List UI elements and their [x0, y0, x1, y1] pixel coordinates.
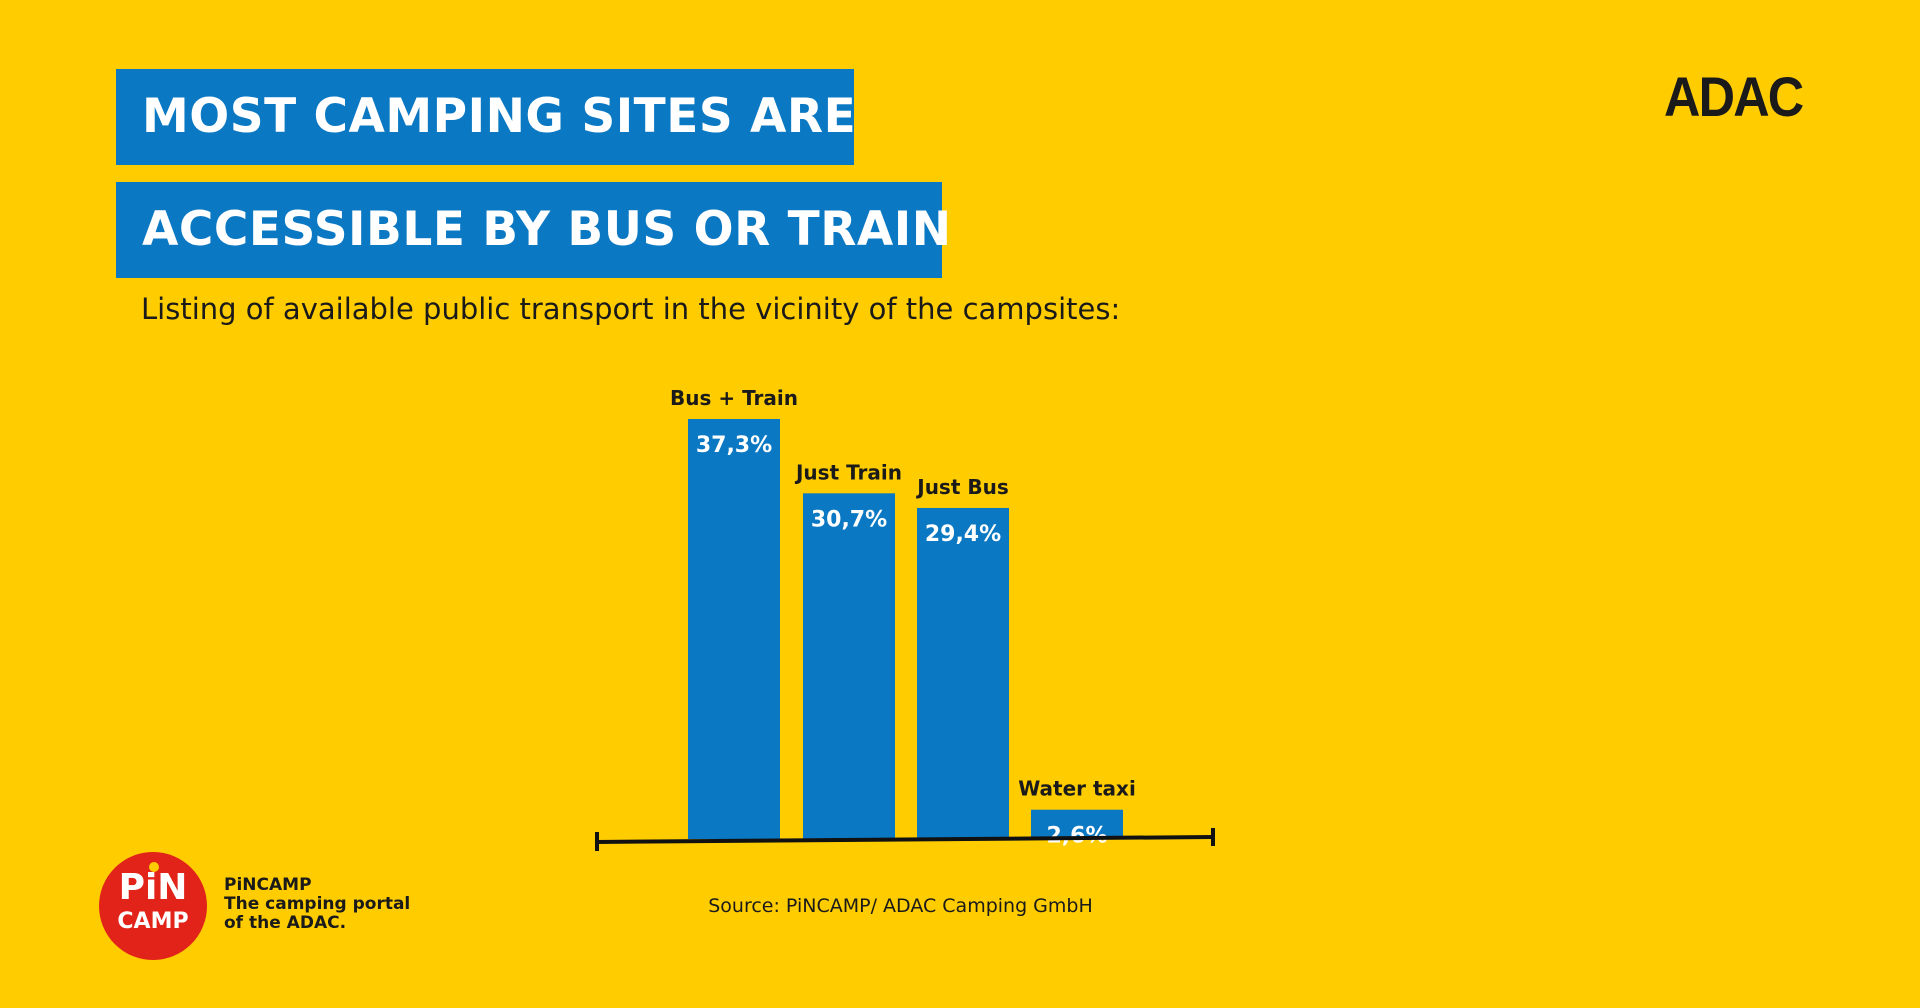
bar: [688, 419, 780, 839]
logo-dot: [149, 862, 159, 872]
value-label: 37,3%: [696, 433, 772, 458]
pincamp-text: PiNCAMP The camping portal of the ADAC.: [224, 876, 410, 933]
pincamp-tagline-2: of the ADAC.: [224, 913, 347, 933]
value-label: 29,4%: [925, 522, 1001, 547]
category-label: Water taxi: [1018, 777, 1136, 801]
bar: [1031, 809, 1123, 839]
logo-camp-text: CAMP: [117, 909, 189, 934]
bar: [917, 507, 1009, 839]
category-label: Just Train: [794, 460, 902, 484]
title-line-2: ACCESSIBLE BY BUS OR TRAIN: [116, 182, 951, 278]
x-axis: [595, 835, 1214, 844]
pincamp-name: PiNCAMP: [224, 875, 312, 895]
adac-logo: ADAC: [1664, 65, 1804, 128]
source-note: Source: PiNCAMP/ ADAC Camping GmbH: [708, 895, 1093, 917]
pincamp-tagline-1: The camping portal: [224, 894, 411, 914]
title-line-1: MOST CAMPING SITES ARE: [116, 69, 856, 165]
bar: [803, 493, 895, 839]
pincamp-logo: PiN CAMP: [99, 852, 207, 960]
category-label: Bus + Train: [670, 386, 798, 410]
logo-pin-text: PiN: [118, 867, 188, 908]
category-label: Just Bus: [915, 475, 1009, 499]
subtitle: Listing of available public transport in…: [141, 292, 1121, 326]
value-label: 30,7%: [811, 507, 887, 532]
